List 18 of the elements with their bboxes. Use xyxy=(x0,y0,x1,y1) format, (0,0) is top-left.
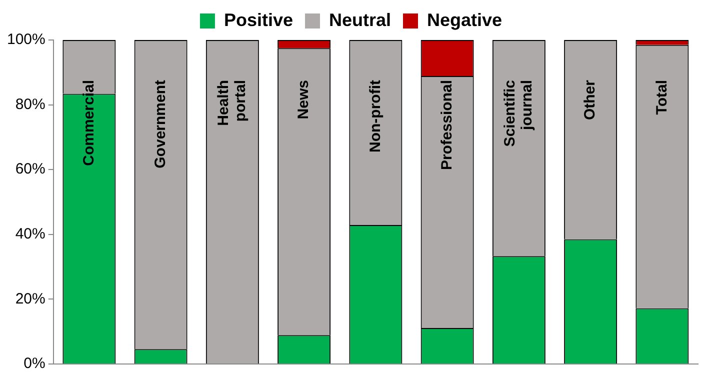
y-tick-label: 20% xyxy=(15,290,46,308)
y-tick-label: 100% xyxy=(6,31,46,48)
x-tick-label: News xyxy=(295,80,312,120)
y-tick-label: 40% xyxy=(15,226,46,243)
x-tick-label: Scientific journal xyxy=(502,80,536,147)
x-tick-label: Other xyxy=(582,80,599,120)
x-tick-label: Health portal xyxy=(215,80,250,126)
legend-label: Neutral xyxy=(328,10,392,30)
legend-label: Negative xyxy=(427,10,502,30)
legend-label: Positive xyxy=(224,10,293,30)
y-tick-label: 80% xyxy=(15,96,46,113)
x-tick-label: Commercial xyxy=(80,80,98,166)
x-tick-label: Government xyxy=(152,80,169,168)
y-tick-label: 60% xyxy=(15,160,46,178)
x-tick-label: Non-profit xyxy=(366,80,384,152)
y-tick-label: 0% xyxy=(24,355,46,372)
x-tick-label: Total xyxy=(653,80,670,115)
x-tick-label: Professional xyxy=(438,80,456,170)
